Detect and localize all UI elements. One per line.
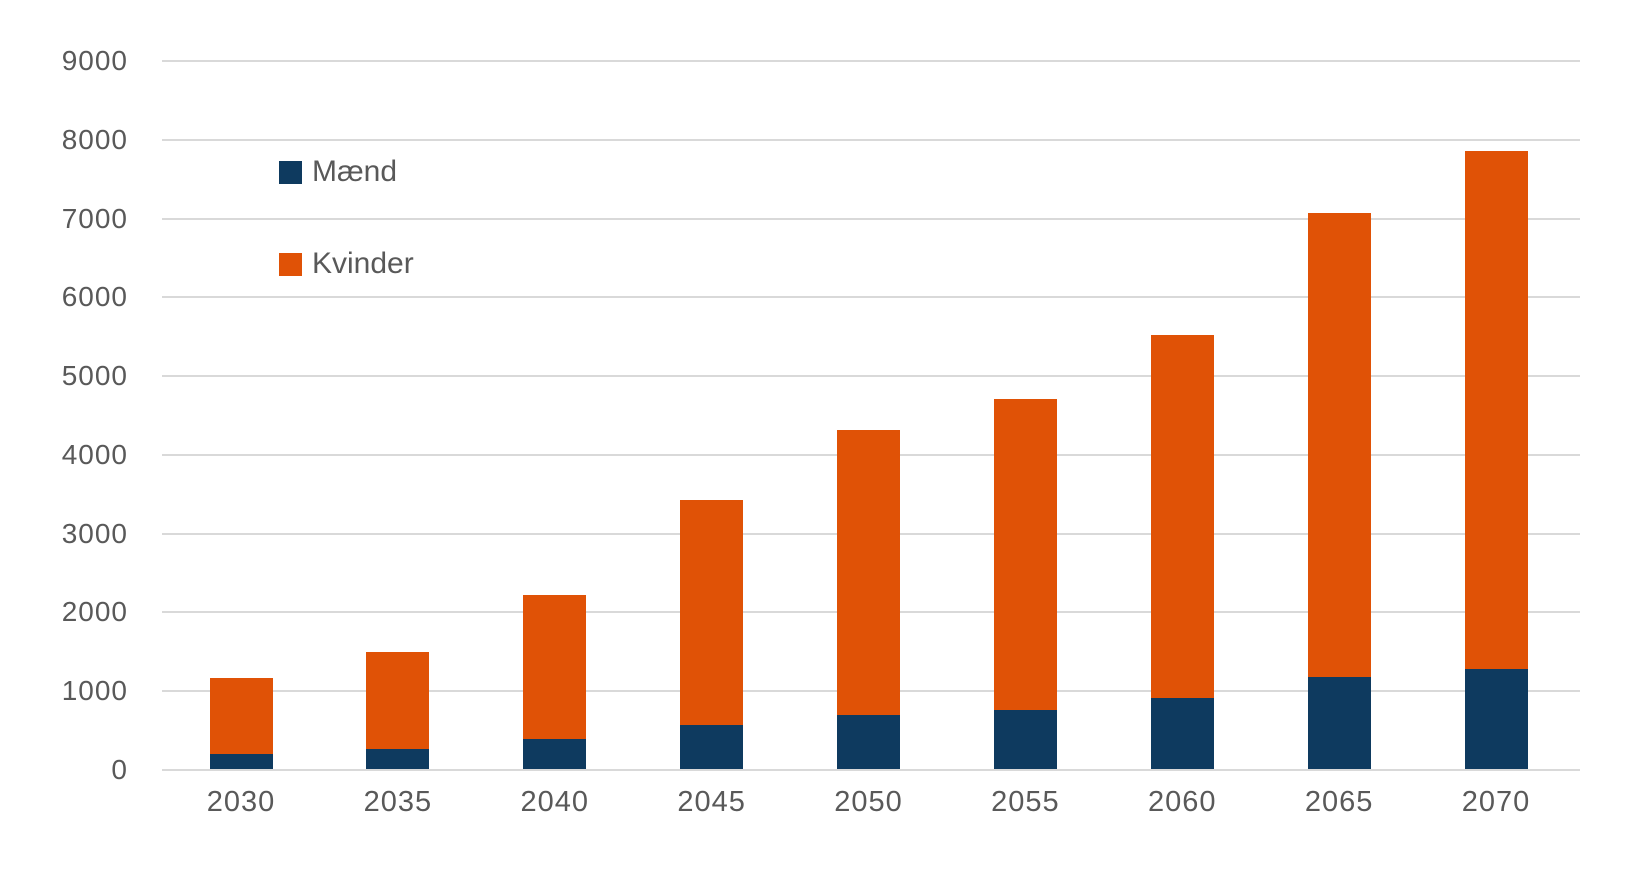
x-axis-tick-label-2060: 2060 [1147, 786, 1217, 818]
legend-swatch-maend [279, 160, 302, 184]
bar-2050-kvinder [837, 430, 900, 715]
legend-item-kvinder: Kvinder [279, 247, 414, 281]
legend-item-maend: Mænd [279, 155, 397, 189]
bar-2040-kvinder [523, 594, 587, 740]
x-axis-tick-label-2040: 2040 [520, 786, 589, 818]
bar-2055-maend [993, 709, 1057, 769]
gridline-0 [162, 769, 1580, 771]
gridline-7000 [162, 217, 1580, 220]
bar-2030-kvinder [209, 678, 273, 755]
bar-2070-maend [1464, 668, 1528, 769]
y-axis-tick-label-6000: 6000 [61, 281, 128, 313]
bar-2030-maend [209, 754, 273, 769]
gridline-8000 [162, 138, 1580, 141]
y-axis-tick-label-8000: 8000 [61, 123, 128, 155]
x-axis-tick-label-2035: 2035 [363, 786, 433, 818]
x-axis-tick-label-2045: 2045 [677, 786, 746, 818]
y-axis-tick-label-4000: 4000 [61, 438, 128, 470]
legend-swatch-kvinder [279, 252, 302, 276]
y-axis-tick-label-0: 0 [111, 754, 128, 785]
x-axis-tick-label-2030: 2030 [206, 786, 276, 818]
y-axis-tick-label-9000: 9000 [61, 45, 128, 76]
legend-label-kvinder: Kvinder [312, 247, 414, 280]
gridline-6000 [162, 296, 1580, 299]
bar-2065-maend [1307, 676, 1371, 769]
x-axis-tick-label-2070: 2070 [1461, 786, 1531, 818]
bar-2035-maend [366, 749, 430, 769]
y-axis-tick-label-2000: 2000 [61, 596, 128, 628]
bar-2045-maend [680, 724, 744, 769]
bar-2045-kvinder [680, 499, 744, 725]
x-axis-tick-label-2055: 2055 [991, 786, 1060, 818]
bar-2055-kvinder [993, 399, 1057, 710]
bar-2040-maend [523, 739, 587, 769]
gridline-9000 [162, 60, 1580, 62]
bar-2035-kvinder [366, 652, 430, 750]
y-axis-tick-label-1000: 1000 [61, 675, 128, 707]
legend-label-maend: Mænd [312, 155, 398, 188]
y-axis-tick-label-3000: 3000 [61, 517, 128, 549]
x-axis-tick-label-2065: 2065 [1304, 786, 1374, 818]
bar-2065-kvinder [1307, 212, 1371, 677]
bar-2050-maend [837, 714, 900, 769]
gridline-5000 [162, 375, 1580, 378]
bar-2060-kvinder [1150, 334, 1214, 699]
bar-2060-maend [1150, 698, 1214, 769]
x-axis-tick-label-2050: 2050 [834, 786, 903, 818]
bar-2070-kvinder [1464, 150, 1528, 669]
y-axis-tick-label-7000: 7000 [61, 202, 128, 234]
y-axis-tick-label-5000: 5000 [61, 360, 128, 392]
